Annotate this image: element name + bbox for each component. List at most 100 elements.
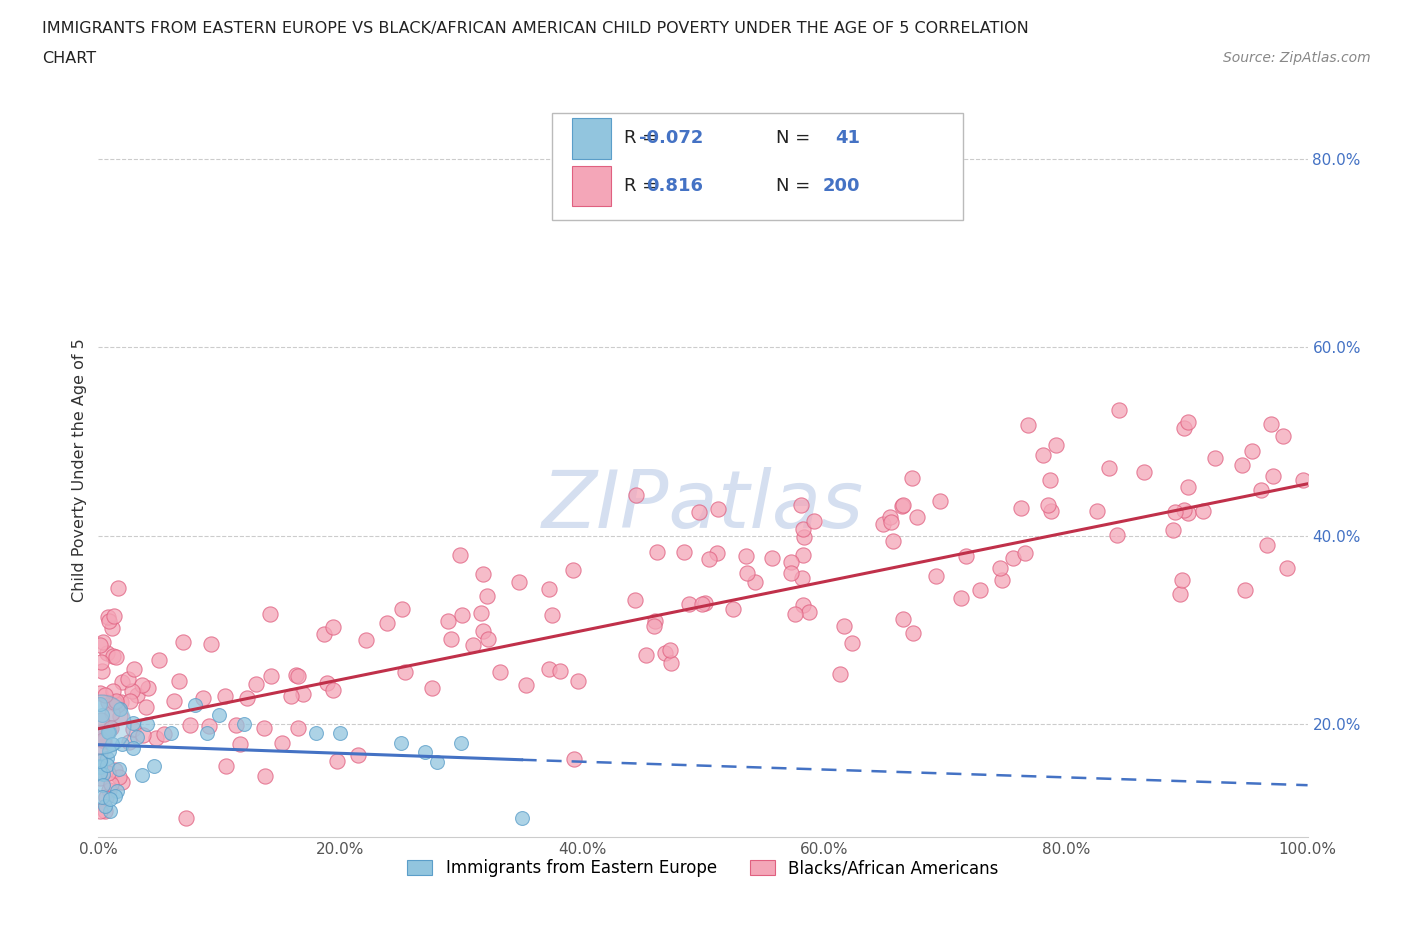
Point — [1177, 414, 1199, 429]
Point — [90, 708, 112, 723]
Text: -0.072: -0.072 — [638, 129, 703, 148]
Point — [91, 724, 114, 739]
Point — [735, 565, 758, 580]
Point — [695, 596, 717, 611]
Point — [245, 677, 267, 692]
Point — [644, 614, 666, 629]
Point — [100, 777, 122, 791]
Point — [121, 684, 143, 698]
Point — [461, 638, 484, 653]
Point — [790, 571, 813, 586]
Text: N =: N = — [776, 177, 810, 195]
Point — [118, 693, 141, 708]
Point — [135, 716, 157, 731]
Point — [1161, 523, 1184, 538]
Point — [89, 745, 111, 760]
Point — [90, 716, 112, 731]
Point — [89, 685, 111, 700]
Point — [707, 502, 730, 517]
Point — [316, 676, 339, 691]
Point — [101, 706, 124, 721]
Point — [98, 792, 121, 807]
Point — [152, 726, 174, 741]
Point — [93, 734, 115, 749]
Point — [200, 636, 222, 651]
Point — [678, 596, 700, 611]
Point — [191, 691, 214, 706]
Point — [548, 664, 571, 679]
Point — [89, 753, 111, 768]
Point — [326, 753, 349, 768]
Point — [969, 583, 991, 598]
Point — [125, 687, 148, 702]
Point — [828, 667, 851, 682]
Point — [97, 609, 120, 624]
Point — [1292, 472, 1315, 487]
Point — [179, 718, 201, 733]
Point — [1108, 403, 1130, 418]
Point — [96, 645, 118, 660]
Point — [103, 684, 125, 698]
Point — [172, 634, 194, 649]
Legend: Immigrants from Eastern Europe, Blacks/African Americans: Immigrants from Eastern Europe, Blacks/A… — [401, 853, 1005, 884]
Point — [142, 759, 165, 774]
Point — [118, 735, 141, 750]
Text: R =: R = — [624, 129, 658, 148]
Point — [893, 611, 915, 626]
Point — [292, 687, 315, 702]
Point — [105, 784, 128, 799]
Point — [879, 510, 901, 525]
Point — [93, 777, 115, 792]
Point — [89, 732, 111, 747]
Point — [148, 653, 170, 668]
Point — [744, 575, 766, 590]
Point — [901, 625, 924, 640]
Point — [98, 722, 121, 737]
Point — [117, 671, 139, 686]
Point — [988, 561, 1011, 576]
Point — [89, 638, 111, 653]
Point — [1241, 444, 1264, 458]
Point — [1177, 506, 1199, 521]
Point — [437, 614, 460, 629]
Point — [891, 498, 914, 513]
Point — [1105, 527, 1128, 542]
Point — [538, 661, 561, 676]
Point — [413, 745, 436, 760]
Point — [1204, 451, 1226, 466]
Point — [225, 718, 247, 733]
Point — [659, 656, 682, 671]
Point — [1014, 546, 1036, 561]
Point — [105, 649, 128, 664]
Point — [426, 754, 449, 769]
Point — [834, 618, 856, 633]
Point — [394, 665, 416, 680]
Point — [1001, 551, 1024, 565]
Point — [89, 770, 111, 785]
Point — [841, 635, 863, 650]
Point — [89, 765, 111, 780]
Point — [636, 647, 658, 662]
Point — [100, 737, 122, 751]
Point — [723, 602, 745, 617]
Point — [329, 726, 352, 741]
Point — [91, 790, 114, 804]
Point — [110, 695, 132, 710]
Point — [101, 620, 124, 635]
FancyBboxPatch shape — [551, 113, 963, 219]
Point — [97, 695, 120, 710]
Point — [540, 608, 562, 623]
Point — [98, 613, 121, 628]
Point — [1260, 417, 1282, 432]
Point — [98, 804, 121, 818]
Point — [287, 668, 309, 683]
Point — [163, 694, 186, 709]
Point — [90, 713, 112, 728]
Point — [97, 765, 120, 780]
Point — [91, 767, 114, 782]
Point — [94, 790, 117, 804]
Point — [1230, 458, 1253, 472]
Point — [925, 568, 948, 583]
Text: ZIPatlas: ZIPatlas — [541, 468, 865, 545]
Text: R =: R = — [624, 177, 658, 195]
